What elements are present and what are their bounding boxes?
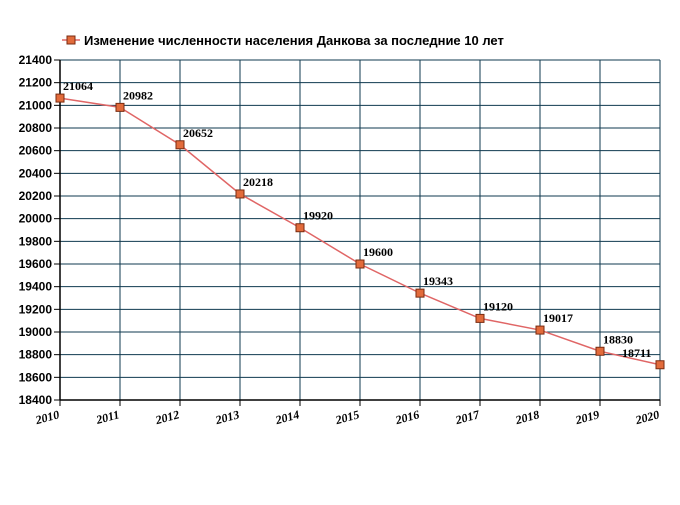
data-label: 21064 xyxy=(63,79,93,93)
y-tick-label: 21000 xyxy=(19,98,53,112)
data-point-marker xyxy=(655,360,665,370)
y-tick-label: 21400 xyxy=(19,53,53,67)
y-tick-label: 20600 xyxy=(19,144,53,158)
x-tick-label: 2011 xyxy=(94,407,121,427)
y-tick-label: 21200 xyxy=(19,76,53,90)
data-point-marker xyxy=(355,259,365,269)
data-label: 20982 xyxy=(123,88,153,102)
x-tick-label: 2010 xyxy=(33,407,61,427)
x-tick-label: 2017 xyxy=(453,407,482,427)
y-tick-label: 20400 xyxy=(19,166,53,180)
x-tick-label: 2020 xyxy=(633,407,661,427)
data-point-marker xyxy=(115,102,125,112)
data-label: 19120 xyxy=(483,299,513,313)
y-tick-label: 19400 xyxy=(19,280,53,294)
data-point-marker xyxy=(595,346,605,356)
x-tick-label: 2012 xyxy=(153,407,181,427)
data-label: 20218 xyxy=(243,175,273,189)
label-layer: 21064 20982 20652 20218 19920 19600 19343 19120… xyxy=(63,79,651,360)
x-tick-label: 2015 xyxy=(333,407,361,427)
x-tick-label: 2016 xyxy=(393,407,421,427)
x-tick-label: 2019 xyxy=(573,407,601,427)
data-point-marker xyxy=(175,140,185,150)
data-label: 20652 xyxy=(183,126,213,140)
data-label: 19600 xyxy=(363,245,393,259)
y-tick-label: 20000 xyxy=(19,212,53,226)
y-tick-label: 19800 xyxy=(19,234,53,248)
data-point-marker xyxy=(235,189,245,199)
data-label: 19017 xyxy=(543,311,573,325)
grid-layer xyxy=(59,59,661,401)
data-point-marker xyxy=(295,223,305,233)
data-point-marker xyxy=(415,288,425,298)
data-label: 18711 xyxy=(622,346,651,360)
data-label: 19920 xyxy=(303,209,333,223)
y-tick-label: 18600 xyxy=(19,370,53,384)
y-tick-label: 18400 xyxy=(19,393,53,407)
x-tick-label: 2013 xyxy=(213,407,241,427)
x-tick-label: 2014 xyxy=(273,407,301,427)
series-layer xyxy=(55,93,665,370)
data-label: 19343 xyxy=(423,274,453,288)
data-label: 18830 xyxy=(603,332,633,346)
data-point-marker xyxy=(475,313,485,323)
data-point-marker xyxy=(55,93,65,103)
y-tick-label: 18800 xyxy=(19,348,53,362)
legend-marker-icon xyxy=(66,35,76,45)
y-tick-label: 20200 xyxy=(19,189,53,203)
axis-layer: 18400 18600 18800 19000 19200 19400 19600 19800… xyxy=(19,53,661,427)
x-tick-label: 2018 xyxy=(513,407,541,427)
legend: Изменение численности населения Данкова … xyxy=(62,33,504,48)
legend-label: Изменение численности населения Данкова … xyxy=(84,33,504,48)
y-tick-label: 19600 xyxy=(19,257,53,271)
y-tick-label: 19000 xyxy=(19,325,53,339)
y-tick-label: 19200 xyxy=(19,302,53,316)
data-point-marker xyxy=(535,325,545,335)
y-tick-label: 20800 xyxy=(19,121,53,135)
